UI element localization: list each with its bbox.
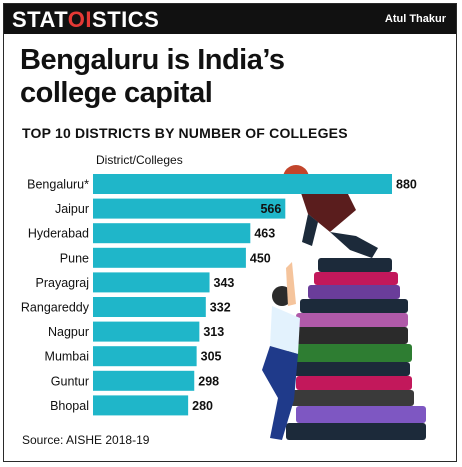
category-label: Bengaluru*: [27, 178, 89, 192]
headline: Bengaluru is India’s college capital: [20, 44, 285, 110]
category-label: Guntur: [51, 374, 89, 388]
category-label: Mumbai: [45, 350, 89, 364]
value-label: 450: [250, 251, 271, 265]
category-label: Nagpur: [48, 325, 89, 339]
brand-logo: STATOISTICS: [12, 7, 160, 32]
category-label: Prayagraj: [36, 276, 90, 290]
value-label: 280: [192, 399, 213, 413]
value-label: 880: [396, 178, 417, 192]
top-bar: STATOISTICS Atul Thakur: [4, 4, 456, 34]
value-label: 463: [254, 227, 275, 241]
value-label: 305: [201, 350, 222, 364]
bar-hyderabad: [93, 223, 251, 244]
author-name: Atul Thakur: [384, 13, 446, 25]
headline-line-1: Bengaluru is India’s: [20, 44, 285, 76]
bar-mumbai: [93, 346, 197, 367]
category-label: Bhopal: [50, 399, 89, 413]
headline-line-2: college capital: [20, 77, 213, 109]
category-header: District/Colleges: [96, 153, 183, 167]
infographic-frame: STATOISTICS Atul Thakur Bengaluru is Ind…: [3, 3, 457, 462]
category-label: Hyderabad: [28, 227, 89, 241]
bar-jaipur: [93, 198, 286, 219]
bar-rangareddy: [93, 297, 206, 317]
value-label: 343: [214, 276, 235, 290]
bar-bhopal: [93, 395, 189, 416]
books-illustration: [262, 165, 426, 440]
bar-bengaluru: [93, 174, 392, 194]
category-label: Rangareddy: [21, 301, 90, 315]
bar-pune: [93, 247, 246, 268]
source-note: Source: AISHE 2018-19: [22, 433, 150, 447]
value-label: 313: [203, 325, 224, 339]
value-label: 566: [260, 202, 281, 216]
value-label: 332: [210, 301, 231, 315]
bars-group: Bengaluru* 880 Jaipur 566 Hyderabad 463 Pune 45…: [21, 174, 417, 416]
value-label: 298: [198, 374, 219, 388]
chart-title: TOP 10 DISTRICTS BY NUMBER OF COLLEGES: [22, 125, 348, 141]
category-label: Jaipur: [55, 202, 89, 216]
bar-prayagraj: [93, 272, 210, 293]
category-label: Pune: [60, 251, 89, 265]
bar-guntur: [93, 370, 195, 391]
bar-nagpur: [93, 321, 200, 342]
